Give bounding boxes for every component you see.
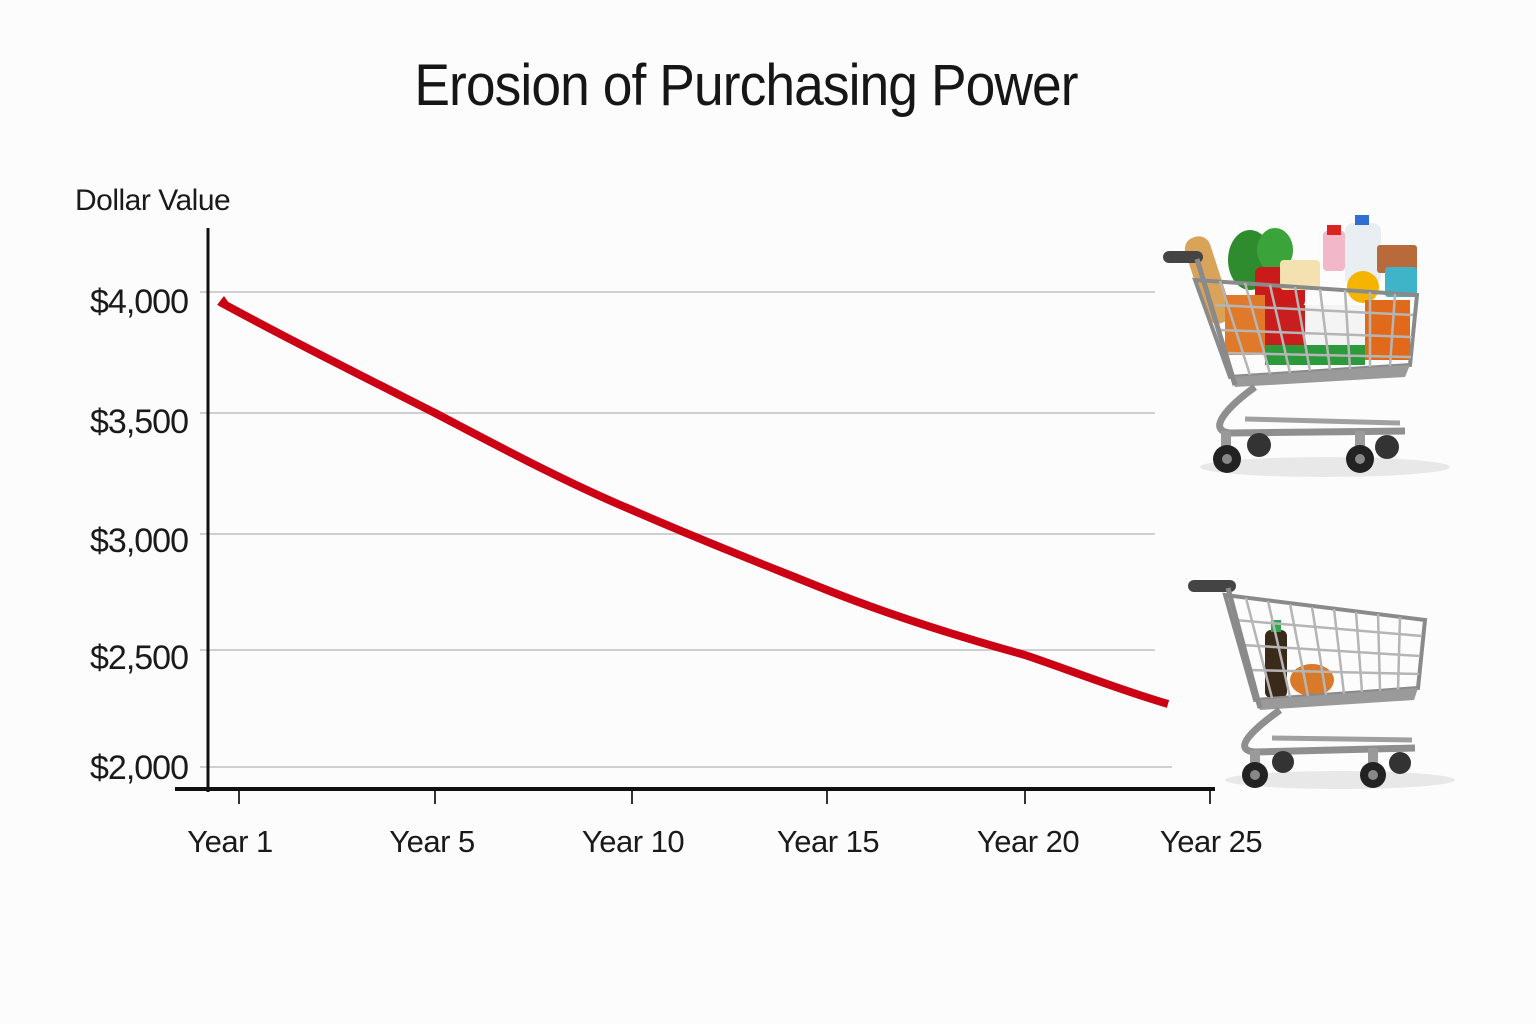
full-shopping-cart-icon	[1163, 215, 1450, 477]
y-tick-2000: $2,000	[90, 749, 189, 787]
x-tick-marks	[238, 791, 1211, 804]
line-start-marker	[217, 296, 231, 306]
y-tick-3500: $3,500	[90, 403, 189, 441]
sparse-shopping-cart-icon	[1188, 580, 1455, 789]
chart-title: Erosion of Purchasing Power	[414, 53, 1078, 118]
x-tick-year-5: Year 5	[389, 824, 475, 859]
x-tick-year-20: Year 20	[976, 824, 1080, 859]
y-axis-label: Dollar Value	[75, 184, 231, 217]
y-tick-3000: $3,000	[90, 522, 189, 560]
data-line	[218, 298, 1170, 708]
y-tick-4000: $4,000	[90, 283, 189, 321]
x-tick-year-10: Year 10	[581, 824, 685, 859]
x-tick-year-15: Year 15	[776, 824, 880, 859]
y-tick-2500: $2,500	[90, 639, 189, 677]
x-tick-year-1: Year 1	[187, 824, 273, 859]
x-tick-year-25: Year 25	[1159, 824, 1263, 859]
